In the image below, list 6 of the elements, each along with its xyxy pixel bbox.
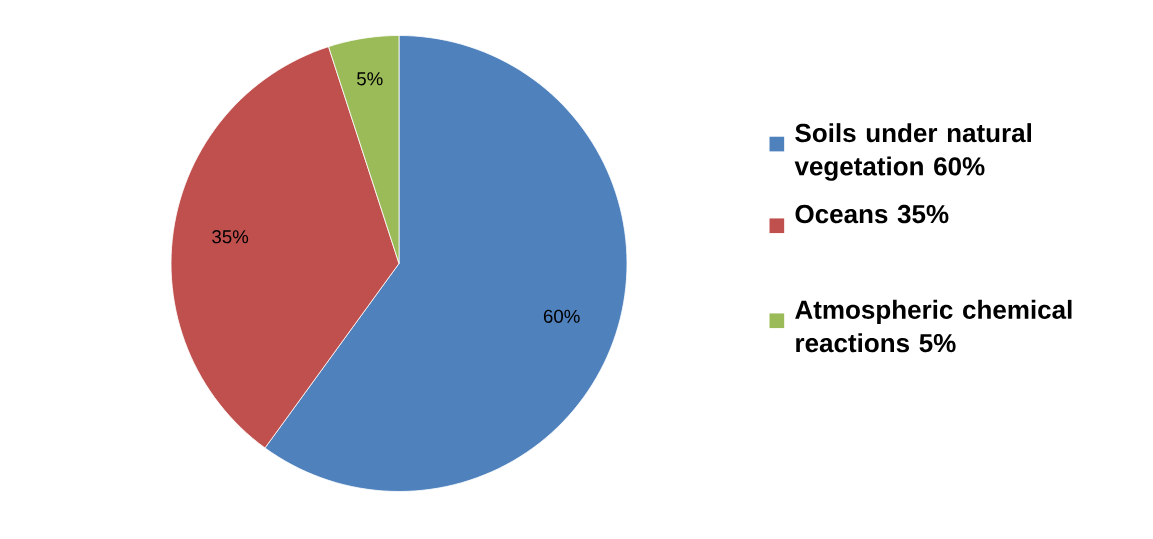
legend-label: Soils under natural vegetation 60%	[794, 123, 1031, 181]
data-label: 5%	[357, 72, 383, 86]
data-label: 35%	[212, 230, 249, 244]
legend-label: Oceans 35%	[795, 204, 949, 224]
data-label: 60%	[543, 309, 580, 323]
legend-label: Atmospheric chemical reactions 5%	[795, 299, 1072, 353]
